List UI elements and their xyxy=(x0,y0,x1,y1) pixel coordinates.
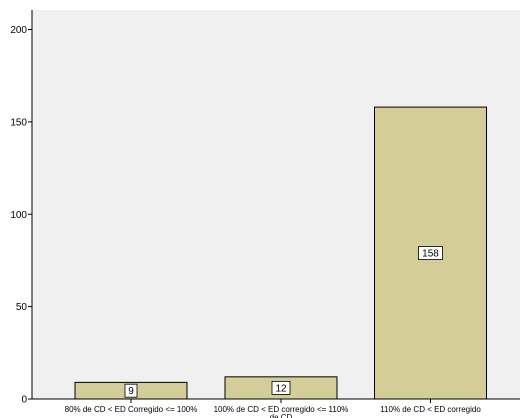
bars: 9 12 158 xyxy=(74,106,487,400)
x-tick-label: 100% de CD < ED corregido <= 110% de CD xyxy=(214,405,349,418)
data-label: 158 xyxy=(422,249,439,260)
y-tick-label: 100 xyxy=(10,210,27,221)
x-tick-label: 80% de CD < ED Corregido <= 100% xyxy=(65,405,198,414)
y-tick-label: 150 xyxy=(10,117,27,128)
data-label-box xyxy=(124,383,138,398)
data-label-box xyxy=(271,381,291,395)
y-tick-label: 0 xyxy=(21,395,27,406)
y-axis: 0 50 100 150 200 xyxy=(10,10,33,406)
data-label: 9 xyxy=(128,386,134,397)
y-tick-label: 200 xyxy=(10,25,27,36)
x-tick-label: 110% de CD < ED corregido xyxy=(380,405,481,414)
y-tick-label: 50 xyxy=(16,302,28,313)
x-axis: 80% de CD < ED Corregido <= 100% 100% de … xyxy=(32,398,520,418)
data-label: 12 xyxy=(275,383,287,394)
data-label-box xyxy=(418,246,443,260)
